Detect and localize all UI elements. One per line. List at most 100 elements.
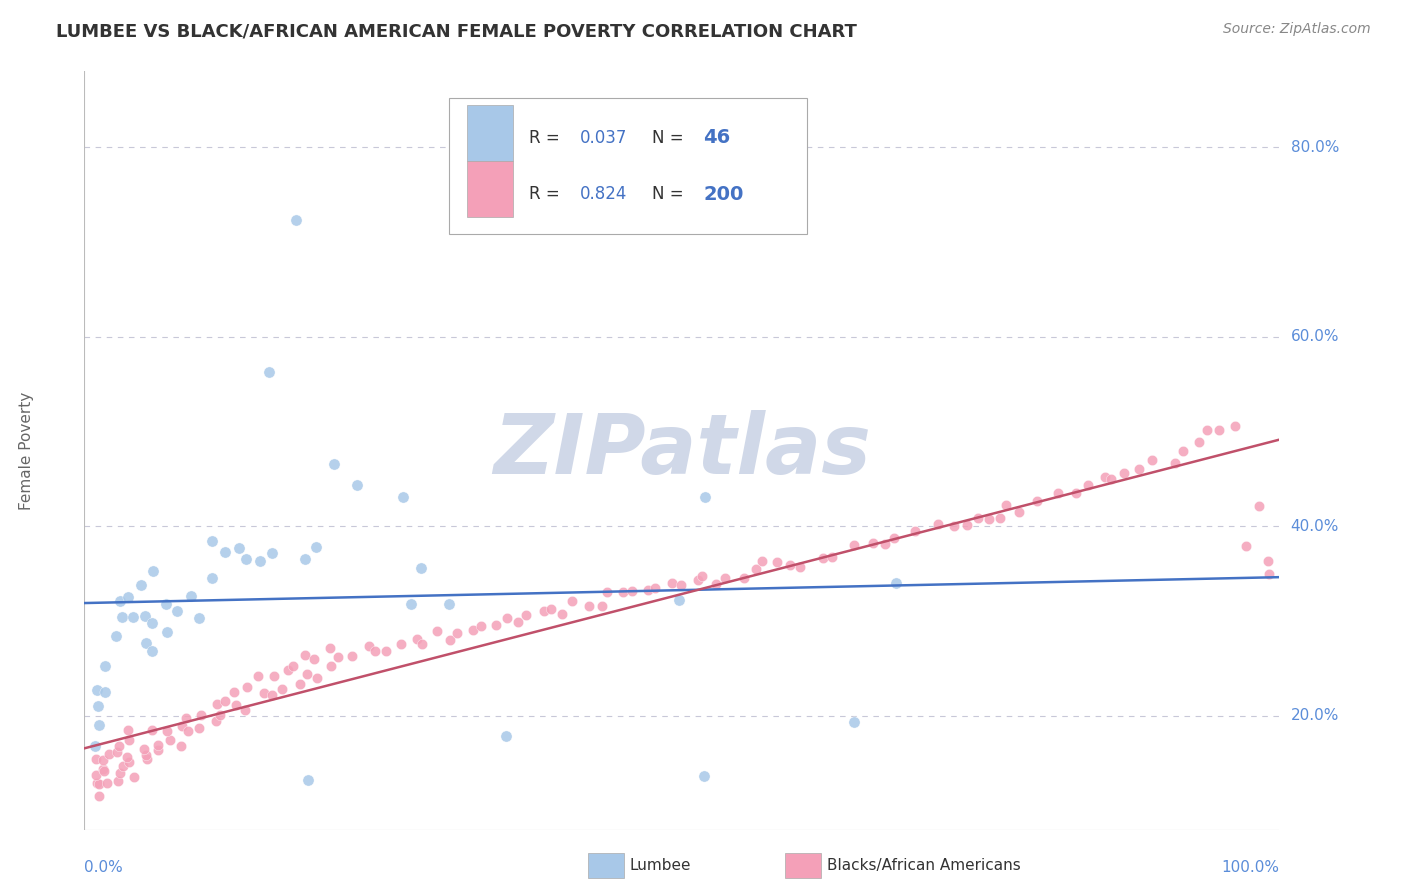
Point — [155, 597, 177, 611]
Point — [117, 749, 139, 764]
Point — [1128, 462, 1150, 476]
Point — [121, 610, 143, 624]
Point — [96, 776, 118, 790]
Point — [789, 560, 811, 574]
Point — [686, 574, 709, 588]
Point — [205, 714, 228, 728]
Point — [188, 611, 211, 625]
Point — [1249, 499, 1271, 513]
Point — [578, 599, 600, 613]
Point — [117, 590, 139, 604]
Point — [1026, 494, 1049, 508]
Text: 0.0%: 0.0% — [84, 860, 124, 875]
Point — [411, 561, 433, 575]
Point — [1046, 485, 1069, 500]
Point — [93, 753, 115, 767]
Text: 60.0%: 60.0% — [1291, 329, 1339, 344]
Text: R =: R = — [529, 186, 565, 203]
Point — [214, 545, 236, 559]
Point — [111, 610, 134, 624]
Point — [201, 571, 224, 585]
Point — [637, 583, 659, 598]
Point — [668, 593, 690, 607]
Point — [205, 698, 228, 712]
Point — [1258, 566, 1281, 581]
Point — [690, 569, 713, 583]
Point — [260, 688, 283, 702]
Point — [159, 732, 181, 747]
Point — [86, 683, 108, 698]
Point — [141, 723, 163, 738]
Point — [277, 664, 299, 678]
FancyBboxPatch shape — [467, 105, 513, 161]
Point — [704, 576, 727, 591]
Text: 20.0%: 20.0% — [1291, 708, 1339, 723]
Point — [779, 558, 801, 572]
Point — [927, 516, 949, 531]
Point — [811, 551, 834, 566]
Point — [281, 658, 304, 673]
Point — [155, 624, 177, 639]
Text: 0.824: 0.824 — [581, 186, 627, 203]
Point — [89, 718, 111, 732]
Point — [842, 538, 865, 552]
Point — [1223, 419, 1246, 434]
Point — [340, 649, 363, 664]
Point — [129, 578, 152, 592]
Point — [1171, 444, 1194, 458]
Point — [1188, 434, 1211, 449]
Point — [661, 576, 683, 591]
Point — [321, 658, 343, 673]
Point — [1094, 470, 1116, 484]
Point — [134, 742, 156, 756]
Point — [86, 698, 108, 713]
Point — [134, 608, 156, 623]
Point — [319, 641, 342, 656]
Text: R =: R = — [529, 128, 565, 147]
Text: N =: N = — [652, 128, 689, 147]
Text: ZIPatlas: ZIPatlas — [494, 410, 870, 491]
Point — [297, 773, 319, 788]
FancyBboxPatch shape — [467, 161, 513, 217]
Point — [1007, 505, 1029, 519]
Point — [305, 671, 328, 685]
Point — [561, 594, 583, 608]
Point — [294, 648, 316, 662]
Point — [170, 739, 193, 754]
Point — [967, 510, 990, 524]
Point — [346, 478, 368, 492]
Text: 40.0%: 40.0% — [1291, 519, 1339, 533]
Point — [93, 762, 115, 776]
Point — [86, 776, 108, 790]
Point — [188, 722, 211, 736]
Point — [1195, 424, 1218, 438]
Point — [411, 637, 433, 651]
Point — [437, 597, 460, 611]
Point — [170, 719, 193, 733]
Point — [714, 571, 737, 585]
Point — [596, 585, 619, 599]
Point — [294, 551, 316, 566]
Point — [107, 739, 129, 754]
Point — [988, 511, 1011, 525]
Point — [87, 789, 110, 803]
Point — [271, 681, 294, 696]
FancyBboxPatch shape — [449, 98, 807, 235]
Point — [93, 764, 115, 779]
Point — [844, 714, 866, 729]
Point — [304, 652, 326, 666]
Point — [496, 611, 519, 625]
Point — [873, 537, 896, 551]
Point — [956, 518, 979, 533]
Point — [359, 639, 381, 653]
Point — [1257, 554, 1279, 568]
Point — [190, 708, 212, 723]
Point — [374, 643, 396, 657]
Point — [884, 576, 907, 591]
Point — [446, 625, 468, 640]
Point — [406, 632, 429, 647]
Point — [110, 594, 132, 608]
Point — [612, 585, 634, 599]
Point — [1099, 472, 1122, 486]
Point — [495, 730, 517, 744]
